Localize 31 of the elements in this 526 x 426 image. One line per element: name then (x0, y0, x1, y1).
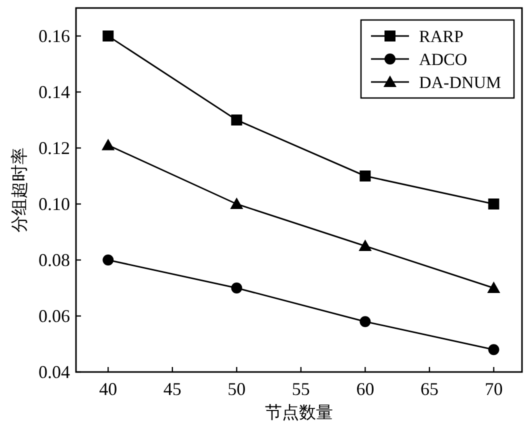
x-tick-label: 60 (356, 379, 374, 399)
x-tick-label: 65 (420, 379, 438, 399)
x-tick-label: 40 (99, 379, 118, 399)
point (102, 254, 114, 266)
y-axis-title: 分组超时率 (10, 148, 29, 232)
y-tick-label: 0.10 (38, 194, 70, 214)
x-tick-label: 55 (292, 379, 310, 399)
y-tick-label: 0.16 (38, 26, 70, 46)
y-tick-label: 0.12 (38, 138, 70, 158)
legend-label: ADCO (419, 50, 468, 69)
y-tick-label: 0.04 (38, 362, 70, 382)
legend-label: DA-DNUM (419, 73, 502, 92)
point (358, 240, 372, 251)
y-tick-label: 0.14 (38, 82, 70, 102)
legend-label: RARP (419, 27, 464, 46)
point (231, 114, 242, 126)
point (360, 316, 371, 328)
point (487, 282, 500, 293)
point (488, 198, 500, 210)
x-tick-label: 50 (228, 379, 246, 399)
point (102, 30, 114, 42)
point (230, 198, 244, 209)
y-tick-label: 0.06 (38, 306, 70, 326)
x-axis-title: 节点数量 (265, 403, 333, 422)
point (488, 344, 500, 356)
y-tick-label: 0.08 (38, 250, 70, 270)
point (102, 138, 115, 150)
x-tick-label: 70 (484, 379, 503, 399)
point (231, 282, 242, 294)
point (360, 170, 371, 182)
x-tick-label: 45 (163, 379, 182, 399)
